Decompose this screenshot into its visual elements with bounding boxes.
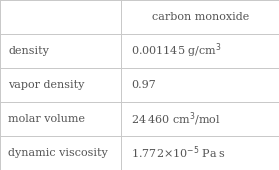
- Text: 0.97: 0.97: [131, 80, 156, 90]
- Text: dynamic viscosity: dynamic viscosity: [8, 148, 108, 158]
- Text: 1.772×10$^{-5}$ Pa s: 1.772×10$^{-5}$ Pa s: [131, 145, 225, 161]
- Text: molar volume: molar volume: [8, 114, 85, 124]
- Text: density: density: [8, 46, 49, 56]
- Text: carbon monoxide: carbon monoxide: [151, 12, 249, 22]
- Text: 24 460 cm$^{3}$/mol: 24 460 cm$^{3}$/mol: [131, 110, 220, 128]
- Text: vapor density: vapor density: [8, 80, 85, 90]
- Text: 0.001145 g/cm$^{3}$: 0.001145 g/cm$^{3}$: [131, 42, 222, 60]
